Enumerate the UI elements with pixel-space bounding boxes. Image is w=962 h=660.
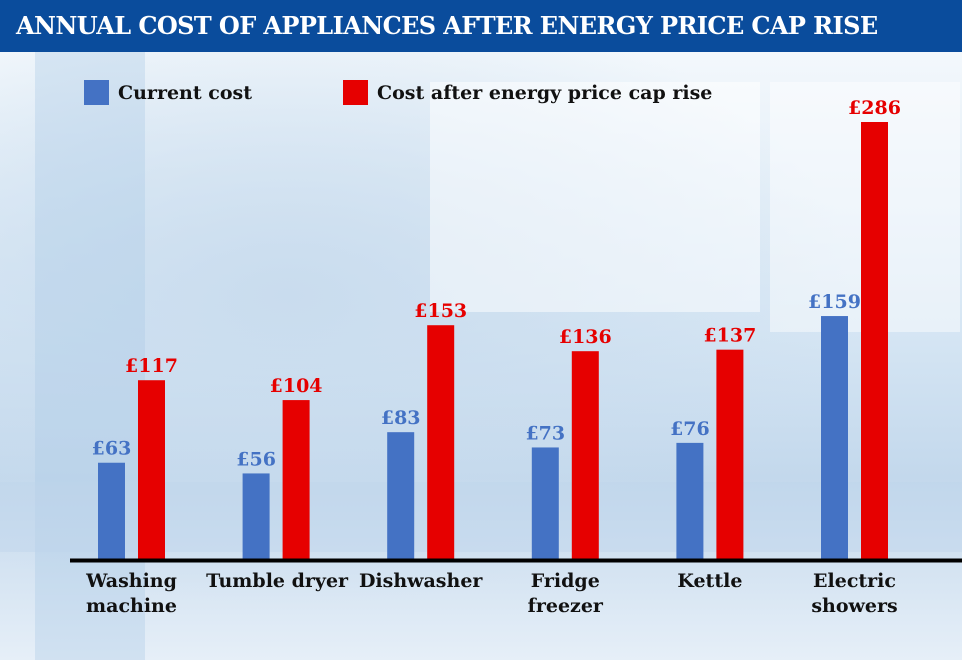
category-label: Dishwasher [351,569,491,594]
category-label-line: freezer [527,595,603,617]
data-label: £73 [525,422,565,444]
data-label: £104 [270,375,323,397]
data-label: £56 [236,448,276,470]
category-label-line: Kettle [677,570,743,592]
bar-after-cost [716,349,744,559]
data-label: £286 [848,97,901,119]
bar-current-cost [387,432,415,559]
bar-after-cost [138,380,165,559]
bar-current-cost [676,442,704,559]
bar-after-cost [861,122,888,559]
category-label: Electric showers [785,569,925,619]
category-label-line: Fridge [530,570,600,592]
legend-label: Current cost [118,81,252,104]
category-label: Fridge freezer [495,569,635,619]
legend-swatch-blue [84,80,109,105]
title-bar: ANNUAL COST OF APPLIANCES AFTER ENERGY P… [0,0,962,52]
data-label: £63 [92,438,132,460]
legend-item-after: Cost after energy price cap rise [343,80,712,105]
legend-item-current: Current cost [84,80,252,105]
bar-after-cost [571,351,599,559]
legend-label: Cost after energy price cap rise [377,81,713,104]
data-label: £153 [414,300,467,322]
bar-current-cost [242,473,270,559]
data-label: £76 [670,418,710,440]
data-label: £136 [559,326,612,348]
category-label: Tumble dryer [206,569,349,594]
data-label: £83 [381,407,421,429]
bar-after-cost [427,325,455,559]
category-label-line: Electric [813,570,896,592]
category-label-line: showers [811,595,898,617]
data-label: £137 [703,325,756,347]
category-label-line: Dishwasher [358,570,483,592]
category-label: Kettle [640,569,780,594]
legend-swatch-red [343,80,368,105]
category-label-line: machine [86,595,177,617]
bar-current-cost [531,447,559,559]
bar-after-cost [282,400,310,559]
category-label-line: Washing [86,570,177,592]
category-label-line: Tumble dryer [206,570,349,592]
bar-current-cost [98,462,125,559]
background-panel [430,82,760,312]
data-label: £117 [125,355,178,377]
category-label: Washing machine [62,569,202,619]
chart-title: ANNUAL COST OF APPLIANCES AFTER ENERGY P… [16,11,878,40]
bar-current-cost [821,316,848,559]
data-label: £159 [808,291,861,313]
